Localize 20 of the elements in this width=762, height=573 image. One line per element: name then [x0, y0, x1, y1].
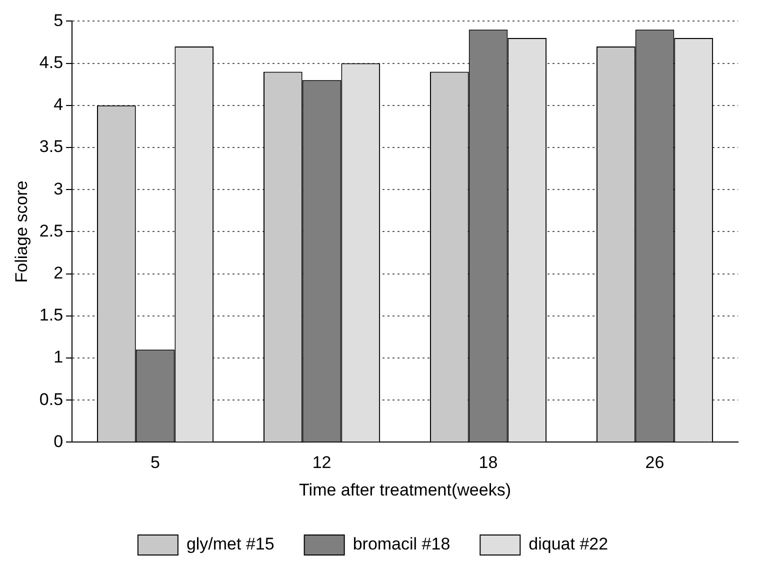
- legend-label: diquat #22: [528, 534, 608, 554]
- x-tick-label: 12: [312, 453, 332, 472]
- legend-label: gly/met #15: [186, 534, 274, 554]
- x-tick-label: 5: [150, 453, 160, 472]
- y-tick-label: 0.5: [39, 390, 64, 409]
- y-tick-label: 2: [54, 263, 64, 282]
- y-tick-label: 5: [54, 10, 64, 30]
- legend-label: bromacil #18: [352, 534, 450, 554]
- y-tick-label: 0: [54, 432, 64, 451]
- y-tick-label: 4.5: [39, 52, 64, 72]
- y-tick-label: 1: [54, 348, 64, 367]
- y-tick-label: 1.5: [39, 306, 64, 325]
- x-tick-label: 26: [645, 453, 664, 472]
- y-tick-label: 2.5: [39, 221, 64, 240]
- y-tick-label: 3: [54, 179, 64, 198]
- y-tick-label: 3.5: [39, 137, 64, 156]
- x-axis-title: Time after treatment(weeks): [299, 480, 511, 500]
- y-tick-label: 4: [54, 95, 64, 114]
- x-tick-label: 18: [478, 453, 498, 472]
- y-axis-title: Foliage score: [12, 180, 31, 283]
